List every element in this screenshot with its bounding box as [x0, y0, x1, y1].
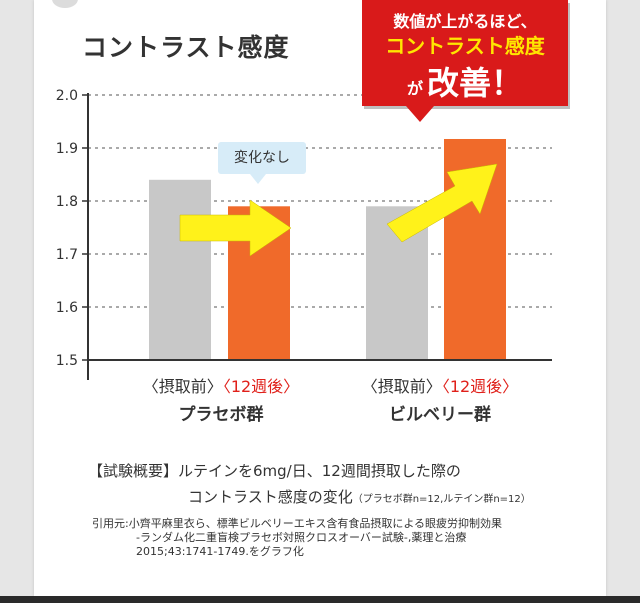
chart-title: コントラスト感度: [82, 33, 290, 62]
y-tick-label: 2.0: [56, 88, 78, 104]
bottom-strip: [0, 596, 640, 603]
no-change-badge: 変化なし: [218, 142, 306, 184]
citation-line-1: 引用元:小齊平麻里衣ら、標準ビルベリーエキス含有食品摂取による眼疲労抑制効果: [92, 517, 503, 530]
bar-label-row: 〈摂取前〉〈12週後〉: [143, 377, 299, 396]
callout-line-2: コントラスト感度: [385, 34, 545, 58]
bar-label-before: 〈摂取前〉: [362, 377, 442, 396]
callout-line-3-big: 改善！: [427, 64, 524, 102]
bar-label-after: 〈12週後〉: [442, 377, 518, 396]
sample-size-note: （プラセボ群n=12,ルテイン群n=12）: [352, 494, 531, 505]
rising-arrow: [386, 163, 498, 243]
callout-line-3-small: が: [406, 79, 423, 98]
study-summary-text: コントラスト感度の変化: [188, 488, 353, 506]
bar-label-after: 〈12週後〉: [223, 377, 299, 396]
bar-label-row: 〈摂取前〉〈12週後〉: [362, 377, 518, 396]
y-tick-label: 1.6: [56, 300, 78, 316]
bar-chart: 1.51.61.71.81.92.0〈摂取前〉〈12週後〉プラセボ群〈摂取前〉〈…: [56, 88, 552, 425]
y-tick-label: 1.8: [56, 194, 78, 210]
group-label: プラセボ群: [179, 404, 264, 425]
citation: 引用元:小齊平麻里衣ら、標準ビルベリーエキス含有食品摂取による眼疲労抑制効果 -…: [92, 517, 562, 559]
bar-before: [149, 179, 211, 360]
y-tick-label: 1.9: [56, 141, 78, 157]
callout-line-3: が改善！: [362, 58, 568, 104]
group-label: ビルベリー群: [389, 404, 491, 425]
callout-line-1: 数値が上がるほど、: [393, 12, 537, 31]
corner-decoration: [52, 0, 78, 8]
improvement-callout: 数値が上がるほど、 コントラスト感度 が改善！: [362, 0, 568, 122]
flat-arrow: [179, 199, 292, 257]
study-summary-line-2: コントラスト感度の変化（プラセボ群n=12,ルテイン群n=12）: [188, 486, 531, 507]
y-tick-label: 1.7: [56, 247, 78, 263]
citation-line-3: 2015;43:1741-1749.をグラフ化: [136, 545, 304, 558]
citation-line-2: -ランダム化二重盲検プラセボ対照クロスオーバー試験-,薬理と治療: [136, 531, 467, 544]
y-tick-label: 1.5: [56, 353, 78, 369]
bar-label-before: 〈摂取前〉: [143, 377, 223, 396]
study-summary-line-1: 【試験概要】ルテインを6mg/日、12週間摂取した際の: [88, 462, 461, 480]
